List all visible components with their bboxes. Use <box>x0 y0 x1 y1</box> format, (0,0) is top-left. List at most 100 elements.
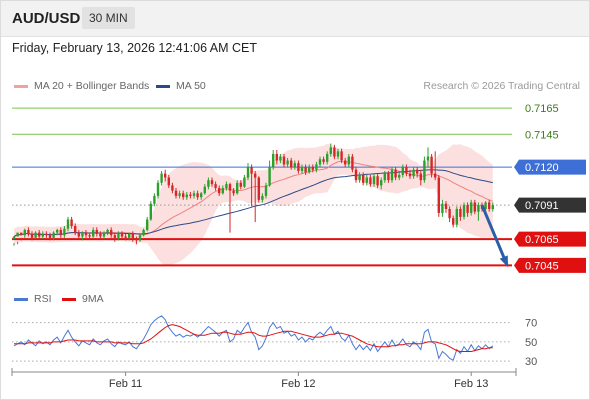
candle <box>128 232 131 241</box>
candle-body <box>207 180 210 187</box>
level-label-box <box>514 197 586 213</box>
candle <box>351 153 354 173</box>
candle-body <box>214 184 217 189</box>
candle <box>423 156 426 183</box>
level-label-box <box>514 159 586 175</box>
candle <box>311 164 314 173</box>
candle <box>174 188 178 199</box>
candle-body <box>293 163 296 168</box>
candle <box>419 169 422 186</box>
candle-body <box>322 159 325 162</box>
candle <box>210 177 214 187</box>
candle-body <box>401 167 404 175</box>
candle-body <box>340 151 343 161</box>
candle-body <box>106 229 109 233</box>
candle-body <box>354 169 358 181</box>
candle-body <box>48 235 52 238</box>
candle <box>340 148 343 164</box>
candle <box>362 172 365 186</box>
level-label: 0.7120 <box>525 162 559 174</box>
candle-body <box>462 205 466 217</box>
candle <box>171 182 174 194</box>
candle <box>138 233 142 242</box>
candle <box>347 153 350 168</box>
candle-body <box>88 235 91 237</box>
candle <box>282 153 286 168</box>
candle <box>448 206 451 223</box>
candle-body <box>12 236 16 240</box>
candle <box>12 236 16 246</box>
candle-body <box>200 193 203 198</box>
candle-body <box>268 167 271 186</box>
candle <box>462 202 466 220</box>
candle <box>416 167 419 178</box>
candle-body <box>171 185 174 191</box>
legend-ma20-swatch <box>14 84 28 88</box>
datetime-label: Friday, February 13, 2026 12:41:06 AM CE… <box>12 41 258 55</box>
candle <box>225 181 228 191</box>
legend-rsi-ma-label: 9MA <box>82 293 104 305</box>
candle-body <box>74 226 77 233</box>
candle <box>322 156 325 165</box>
legend-rsi-label: RSI <box>34 293 52 305</box>
candle <box>365 174 368 186</box>
candle-body <box>23 229 26 236</box>
candle <box>318 156 322 168</box>
candle <box>426 147 430 168</box>
candle-body <box>272 153 275 168</box>
candle <box>491 202 494 212</box>
candle <box>333 144 336 160</box>
candle <box>444 201 448 213</box>
candle-body <box>239 182 242 187</box>
candle <box>297 160 300 174</box>
candle-body <box>372 176 376 185</box>
candle-body <box>452 218 455 225</box>
legend-rsi-swatch <box>14 297 28 301</box>
timeframe-button[interactable]: 30 MIN <box>82 7 135 29</box>
candle <box>120 231 124 240</box>
candle-body <box>84 232 88 236</box>
candle <box>329 143 332 157</box>
candle-body <box>66 219 70 229</box>
candle <box>300 164 304 174</box>
candle-body <box>369 177 372 185</box>
forecast-arrow <box>480 204 509 266</box>
candle <box>488 199 491 212</box>
candle-body <box>149 203 152 220</box>
candle <box>279 153 282 164</box>
candle-body <box>192 193 196 196</box>
candle-body <box>142 229 145 236</box>
candle <box>401 164 404 178</box>
candle <box>124 233 127 241</box>
candle-body <box>362 174 365 183</box>
candle <box>308 164 311 174</box>
candle-body <box>196 193 199 198</box>
candle-body <box>124 236 127 238</box>
candle <box>250 164 253 207</box>
candle-body <box>365 177 368 183</box>
candle <box>254 171 257 223</box>
candle-body <box>275 153 278 161</box>
candle-body <box>300 167 304 171</box>
candle <box>394 167 397 181</box>
candle-body <box>336 151 340 157</box>
candle-body <box>221 188 224 194</box>
candle <box>23 228 26 238</box>
candle-body <box>376 176 379 186</box>
level-label: 0.7145 <box>525 129 559 141</box>
candle-body <box>282 156 286 165</box>
candle-body <box>146 219 149 230</box>
candle-body <box>264 185 268 196</box>
candle <box>405 164 408 177</box>
candle <box>218 185 221 196</box>
candle <box>30 231 34 241</box>
candle <box>336 148 340 160</box>
candle-body <box>92 229 95 237</box>
candle-body <box>41 233 44 237</box>
legend-ma50: MA 50 <box>156 80 206 92</box>
candle <box>106 228 109 236</box>
candle <box>466 202 469 217</box>
candle-body <box>398 174 401 178</box>
time-axis-label: Feb 13 <box>454 378 488 390</box>
